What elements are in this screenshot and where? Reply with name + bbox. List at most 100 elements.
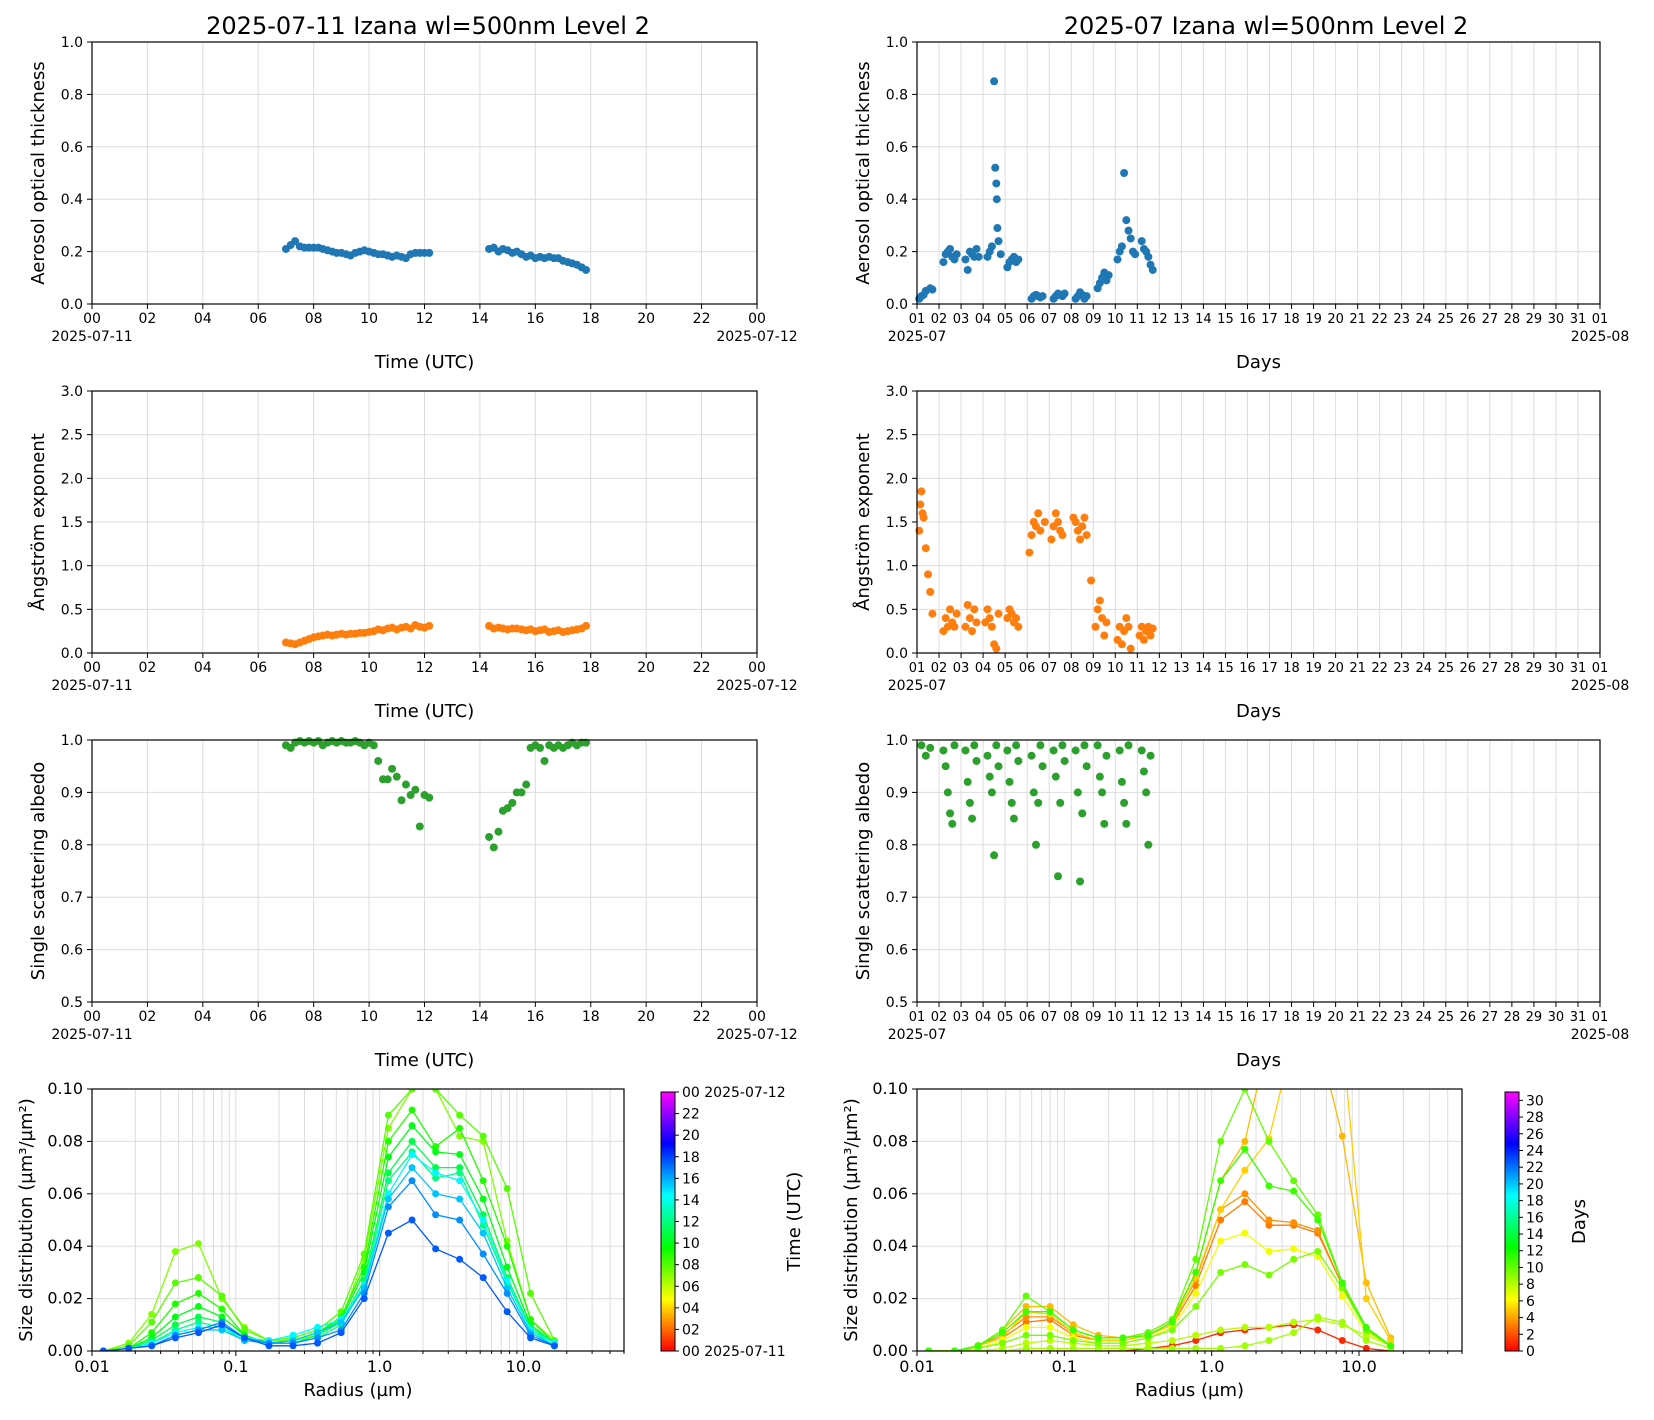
- plot-frame: [916, 41, 1601, 305]
- series-point: [998, 1329, 1006, 1337]
- x-tick-label: 01: [1592, 312, 1609, 327]
- y-tick-label: 0.5: [886, 602, 908, 618]
- data-point: [291, 237, 300, 246]
- data-point: [374, 756, 383, 765]
- series-point: [1314, 1226, 1322, 1234]
- series-point: [432, 1245, 440, 1253]
- data-point: [990, 851, 999, 860]
- x-tick-label: 16: [526, 1009, 544, 1025]
- y-axis-label: Size distribution (µm³/µm²): [841, 1098, 862, 1341]
- series-point: [1119, 1344, 1127, 1351]
- series-point: [503, 1276, 511, 1284]
- series-point: [408, 1122, 416, 1130]
- data-point: [965, 614, 974, 623]
- series-point: [384, 1229, 392, 1237]
- colorbar-tick-label: 08: [682, 1258, 700, 1274]
- y-tick-label: 0.6: [61, 943, 83, 959]
- series-point: [479, 1216, 487, 1224]
- data-point: [1137, 746, 1146, 755]
- series-point: [1338, 1279, 1346, 1287]
- series-point: [456, 1216, 464, 1224]
- series-point: [194, 1240, 202, 1248]
- data-point: [1012, 614, 1021, 623]
- series-point: [1022, 1323, 1030, 1331]
- x-tick-label: 22: [693, 1009, 711, 1025]
- x-tick-label: 12: [416, 660, 434, 676]
- data-point: [1144, 252, 1153, 261]
- x-tick-label: 23: [1393, 1010, 1410, 1025]
- series-point: [479, 1132, 487, 1140]
- x-tick-label: 14: [471, 1009, 489, 1025]
- y-tick-label: 2.0: [61, 471, 83, 487]
- x-tick-label: 02: [931, 312, 948, 327]
- y-tick-label: 1.0: [886, 559, 908, 575]
- x-end-date-label: 2025-08: [1571, 1027, 1630, 1043]
- series-point: [1192, 1268, 1200, 1276]
- x-tick-label: 22: [693, 311, 711, 327]
- y-tick-label: 0.5: [61, 995, 83, 1011]
- series-point: [1069, 1337, 1077, 1345]
- data-point: [985, 772, 994, 781]
- x-tick-label: 10: [1107, 661, 1124, 676]
- data-point: [536, 743, 545, 752]
- data-point: [286, 743, 295, 752]
- y-tick-label: 0.0: [886, 297, 908, 313]
- x-tick-label: 01: [909, 312, 926, 327]
- ssa-day-panel: 00 02 04 06 08 10 12 14 16 18 20 22 000.50.60.70.80.…: [28, 733, 798, 1071]
- x-tick-label: 21: [1349, 1010, 1366, 1025]
- data-point: [1146, 751, 1155, 760]
- x-tick-label: 05: [997, 1010, 1014, 1025]
- x-tick-label: 28: [1504, 661, 1521, 676]
- data-point: [1100, 631, 1109, 640]
- y-tick-label: 0.8: [886, 838, 908, 854]
- data-point: [1146, 631, 1155, 640]
- data-point: [963, 600, 972, 609]
- x-tick-label: 21: [1349, 661, 1366, 676]
- x-tick-label: 04: [194, 660, 212, 676]
- data-point: [992, 179, 1001, 188]
- x-tick-label: 12: [416, 311, 434, 327]
- series-point: [1192, 1289, 1200, 1297]
- series-point: [1314, 1313, 1322, 1321]
- series-point: [1192, 1255, 1200, 1263]
- series-point: [218, 1321, 226, 1329]
- series-point: [194, 1313, 202, 1321]
- series-point: [1022, 1318, 1030, 1326]
- series-point: [1314, 1326, 1322, 1334]
- series-point: [171, 1321, 179, 1329]
- x-tick-label: 20: [637, 311, 655, 327]
- plot-frame: [916, 390, 1601, 654]
- colorbar-tick-label: 12: [682, 1215, 700, 1231]
- x-axis-label: Days: [1236, 1050, 1281, 1071]
- data-point: [425, 248, 434, 257]
- x-tick-label: 13: [1173, 1010, 1190, 1025]
- colorbar-tick-label: 30: [1526, 1093, 1544, 1109]
- series-point: [194, 1329, 202, 1337]
- x-tick-label: 1.0: [1199, 1357, 1224, 1376]
- series-point: [432, 1089, 440, 1093]
- data-point: [1087, 576, 1096, 585]
- data-point: [508, 798, 517, 807]
- x-tick-label: 04: [194, 1009, 212, 1025]
- series-point: [1338, 1132, 1346, 1140]
- series-point: [337, 1329, 345, 1337]
- series-point: [1265, 1182, 1273, 1190]
- series-point: [1241, 1145, 1249, 1153]
- series-point: [314, 1329, 322, 1337]
- x-tick-label: 03: [953, 1010, 970, 1025]
- data-point: [924, 570, 933, 579]
- x-tick-label: 13: [1173, 661, 1190, 676]
- series-point: [432, 1174, 440, 1182]
- x-tick-label: 01: [1592, 661, 1609, 676]
- x-start-date-label: 2025-07-11: [51, 329, 132, 345]
- series-point: [1192, 1302, 1200, 1310]
- series-point: [1069, 1344, 1077, 1351]
- data-point: [1117, 242, 1126, 251]
- series-point: [503, 1308, 511, 1316]
- y-tick-label: 0.7: [61, 890, 83, 906]
- data-point: [972, 244, 981, 253]
- data-point: [1076, 535, 1085, 544]
- data-point: [1036, 526, 1045, 535]
- x-tick-label: 02: [931, 1010, 948, 1025]
